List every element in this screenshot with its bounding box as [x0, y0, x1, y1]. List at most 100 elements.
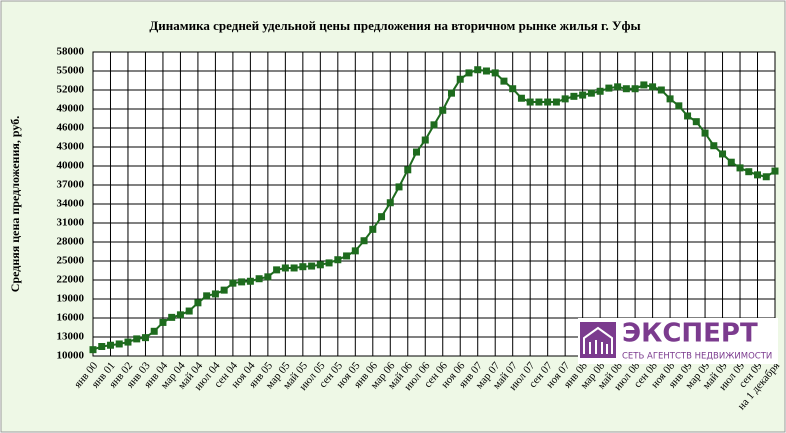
- marker: [386, 199, 394, 207]
- marker: [456, 75, 464, 83]
- marker: [413, 148, 421, 156]
- y-tick-label: 52000: [57, 84, 85, 96]
- marker: [535, 98, 543, 106]
- marker: [771, 167, 779, 175]
- marker: [509, 85, 517, 93]
- y-tick-label: 46000: [57, 122, 85, 134]
- marker: [587, 89, 595, 97]
- marker: [579, 91, 587, 99]
- marker: [343, 252, 351, 260]
- marker: [736, 164, 744, 172]
- marker: [631, 85, 639, 93]
- marker: [649, 83, 657, 91]
- marker: [211, 290, 219, 298]
- y-tick-label: 22000: [57, 274, 85, 286]
- marker: [596, 87, 604, 95]
- marker: [194, 299, 202, 307]
- y-tick-label: 28000: [57, 236, 85, 248]
- marker: [430, 121, 438, 129]
- marker: [290, 264, 298, 272]
- marker: [544, 98, 552, 106]
- marker: [334, 256, 342, 264]
- y-tick-label: 19000: [57, 293, 85, 305]
- marker: [369, 225, 377, 233]
- marker: [491, 69, 499, 77]
- marker: [657, 86, 665, 94]
- marker: [482, 67, 490, 75]
- y-tick-label: 31000: [57, 217, 85, 229]
- marker: [447, 89, 455, 97]
- marker: [124, 338, 132, 346]
- marker: [745, 168, 753, 176]
- marker: [666, 95, 674, 103]
- marker: [640, 81, 648, 89]
- marker: [622, 85, 630, 93]
- y-tick-label: 37000: [57, 179, 85, 191]
- marker: [168, 313, 176, 321]
- marker: [719, 150, 727, 158]
- marker: [552, 98, 560, 106]
- logo-subtitle: СЕТЬ АГЕНТСТВ НЕДВИЖИМОСТИ: [622, 352, 772, 362]
- chart-title: Динамика средней удельной цены предложен…: [149, 18, 640, 33]
- marker: [203, 292, 211, 300]
- marker: [255, 275, 263, 283]
- logo-title: ЭКСПЕРТ: [622, 319, 758, 349]
- y-tick-label: 58000: [57, 46, 85, 58]
- marker: [710, 142, 718, 150]
- marker: [141, 334, 149, 342]
- y-tick-label: 43000: [57, 141, 85, 153]
- marker: [395, 183, 403, 191]
- marker: [360, 237, 368, 245]
- logo: ЭКСПЕРТ СЕТЬ АГЕНТСТВ НЕДВИЖИМОСТИ: [578, 318, 778, 364]
- marker: [159, 318, 167, 326]
- marker: [404, 166, 412, 174]
- marker: [465, 69, 473, 77]
- marker: [98, 343, 106, 350]
- y-tick-label: 25000: [57, 255, 85, 267]
- marker: [561, 95, 569, 103]
- marker: [378, 213, 386, 221]
- marker: [264, 273, 272, 281]
- y-tick-label: 34000: [57, 198, 85, 210]
- marker: [246, 277, 254, 285]
- marker: [106, 341, 114, 349]
- marker: [605, 84, 613, 92]
- marker: [176, 311, 184, 319]
- marker: [316, 261, 324, 269]
- y-tick-label: 40000: [57, 160, 85, 172]
- marker: [220, 286, 228, 294]
- y-tick-label: 10000: [57, 350, 85, 362]
- marker: [325, 259, 333, 267]
- marker: [299, 263, 307, 271]
- marker: [439, 106, 447, 114]
- marker: [570, 92, 578, 100]
- grid: [92, 51, 776, 357]
- marker: [692, 118, 700, 126]
- marker: [762, 173, 770, 181]
- marker: [238, 278, 246, 286]
- marker: [754, 171, 762, 179]
- marker: [115, 340, 123, 348]
- marker: [273, 266, 281, 274]
- logo-icon-shape: [583, 326, 613, 354]
- marker: [185, 307, 193, 315]
- marker: [684, 112, 692, 120]
- y-tick-label: 49000: [57, 103, 85, 115]
- marker: [701, 129, 709, 137]
- marker: [500, 77, 508, 85]
- series: [89, 66, 779, 354]
- marker: [229, 279, 237, 287]
- marker: [421, 136, 429, 144]
- marker: [150, 327, 158, 335]
- marker: [517, 94, 525, 102]
- y-axis-label: Средняя цена предложения, руб.: [8, 116, 22, 292]
- marker: [351, 247, 359, 255]
- marker: [133, 335, 141, 343]
- marker: [89, 346, 97, 354]
- marker: [727, 158, 735, 166]
- y-tick-label: 55000: [57, 65, 85, 77]
- marker: [675, 102, 683, 110]
- y-tick-label: 16000: [57, 312, 85, 324]
- y-tick-label: 13000: [57, 331, 85, 343]
